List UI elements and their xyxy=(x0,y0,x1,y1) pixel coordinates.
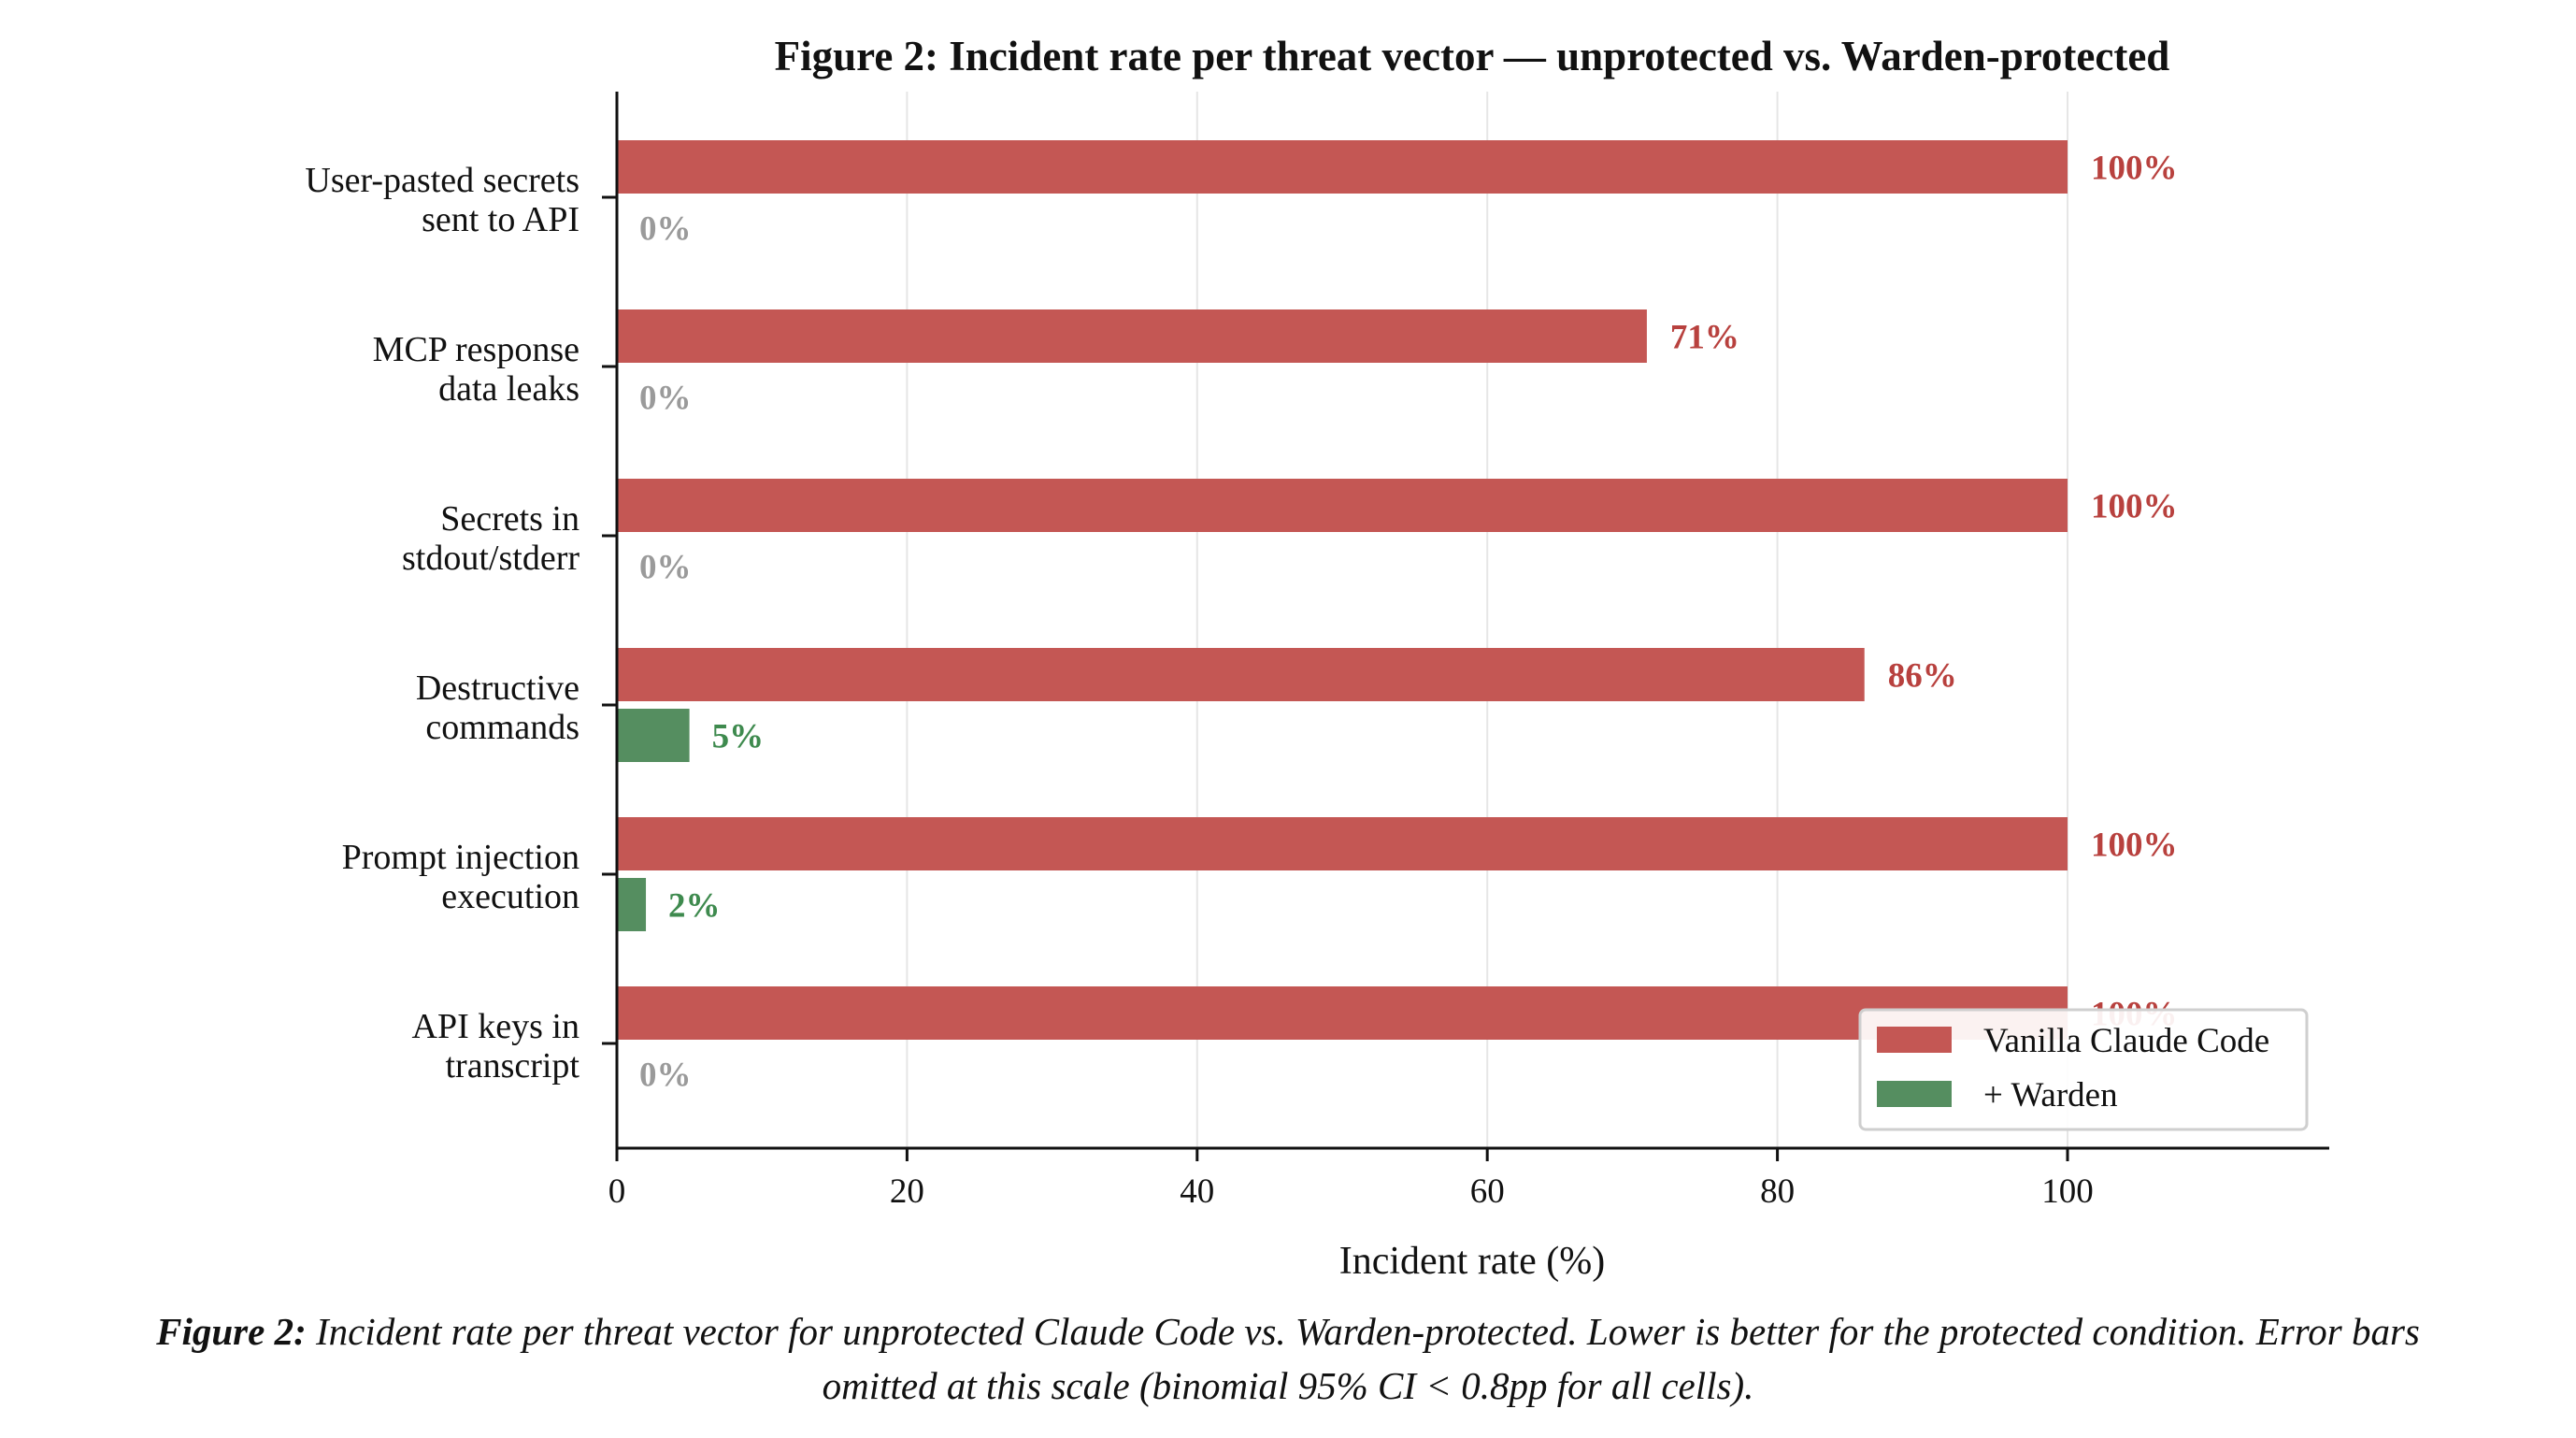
caption-text-1: Incident rate per threat vector for unpr… xyxy=(316,1310,2420,1353)
x-tick-label: 0 xyxy=(608,1172,626,1211)
bar-vanilla xyxy=(617,309,1647,363)
x-axis-label: Incident rate (%) xyxy=(1339,1240,1606,1283)
y-tick-label: Secrets in stdout/stderr xyxy=(402,499,580,578)
y-axis: User-pasted secrets sent to API MCP respon… xyxy=(305,92,619,1150)
legend-entry: Vanilla Claude Code xyxy=(1983,1022,2269,1060)
legend-box xyxy=(1858,1008,2309,1131)
legend: Vanilla Claude Code + Warden xyxy=(1858,1008,2309,1131)
bar-vanilla xyxy=(617,648,1865,701)
value-label-vanilla: 86% xyxy=(1888,657,1957,696)
value-label-vanilla: 100% xyxy=(2091,488,2178,526)
bar-vanilla xyxy=(617,140,2068,194)
x-tick-label: 40 xyxy=(1180,1172,1214,1211)
y-tick-label-line: User-pasted secrets xyxy=(305,161,580,200)
value-label-warden: 2% xyxy=(668,887,721,926)
x-tick-label: 80 xyxy=(1760,1172,1795,1211)
value-label-warden: 0% xyxy=(639,210,692,249)
y-tick-label-line: MCP response xyxy=(373,330,580,369)
y-tick-label: User-pasted secrets sent to API xyxy=(305,161,580,239)
value-label-vanilla: 71% xyxy=(1670,319,1739,357)
series-vanilla-bars xyxy=(617,140,2068,1040)
caption-line-1: Figure 2: Incident rate per threat vecto… xyxy=(0,1304,2576,1359)
legend-swatch xyxy=(1877,1027,1952,1053)
value-label-warden: 0% xyxy=(639,1057,692,1095)
value-label-warden: 5% xyxy=(712,718,765,756)
legend-swatch xyxy=(1877,1081,1952,1107)
value-label-warden: 0% xyxy=(639,549,692,587)
value-label-vanilla: 100% xyxy=(2091,150,2178,188)
y-tick-label-line: Destructive xyxy=(416,669,580,708)
x-axis: 0 20 40 60 80 100 xyxy=(608,1146,2329,1211)
x-tick-label: 60 xyxy=(1470,1172,1505,1211)
chart-title: Figure 2: Incident rate per threat vecto… xyxy=(775,33,2170,79)
y-tick-label-line: API keys in xyxy=(412,1007,580,1046)
bar-vanilla xyxy=(617,986,2068,1040)
y-tick-label: Destructive commands xyxy=(416,669,580,747)
y-tick-label-line: Secrets in xyxy=(440,499,580,539)
bar-vanilla xyxy=(617,817,2068,870)
y-tick-label-line: commands xyxy=(425,708,580,747)
bar-warden xyxy=(617,878,647,931)
y-tick-label-line: Prompt injection xyxy=(342,838,580,877)
legend-entry: + Warden xyxy=(1983,1076,2118,1114)
value-label-vanilla: 100% xyxy=(2091,827,2178,865)
value-label-warden: 0% xyxy=(639,380,692,418)
y-tick-label: MCP response data leaks xyxy=(373,330,580,409)
caption-line-2: omitted at this scale (binomial 95% CI <… xyxy=(822,1364,1754,1407)
x-tick-label: 20 xyxy=(890,1172,924,1211)
bar-warden xyxy=(617,709,690,762)
y-tick-label: Prompt injection execution xyxy=(342,838,580,916)
caption-lead: Figure 2: xyxy=(156,1310,307,1353)
grid xyxy=(906,92,2068,1148)
bar-chart: Figure 2: Incident rate per threat vecto… xyxy=(305,33,2329,1283)
y-tick-label-line: execution xyxy=(441,877,580,916)
bar-vanilla xyxy=(617,479,2068,532)
value-labels: 100%0%71%0%100%0%86%5%100%2%100%0% xyxy=(639,150,2178,1095)
x-tick-label: 100 xyxy=(2041,1172,2094,1211)
y-tick-label-line: transcript xyxy=(445,1046,580,1086)
y-tick-label-line: stdout/stderr xyxy=(402,539,580,578)
y-tick-label: API keys in transcript xyxy=(412,1007,580,1086)
y-tick-label-line: data leaks xyxy=(438,369,580,409)
series-warden-bars xyxy=(617,709,690,931)
y-tick-label-line: sent to API xyxy=(422,200,580,239)
figure-caption: Figure 2: Incident rate per threat vecto… xyxy=(0,1304,2576,1413)
